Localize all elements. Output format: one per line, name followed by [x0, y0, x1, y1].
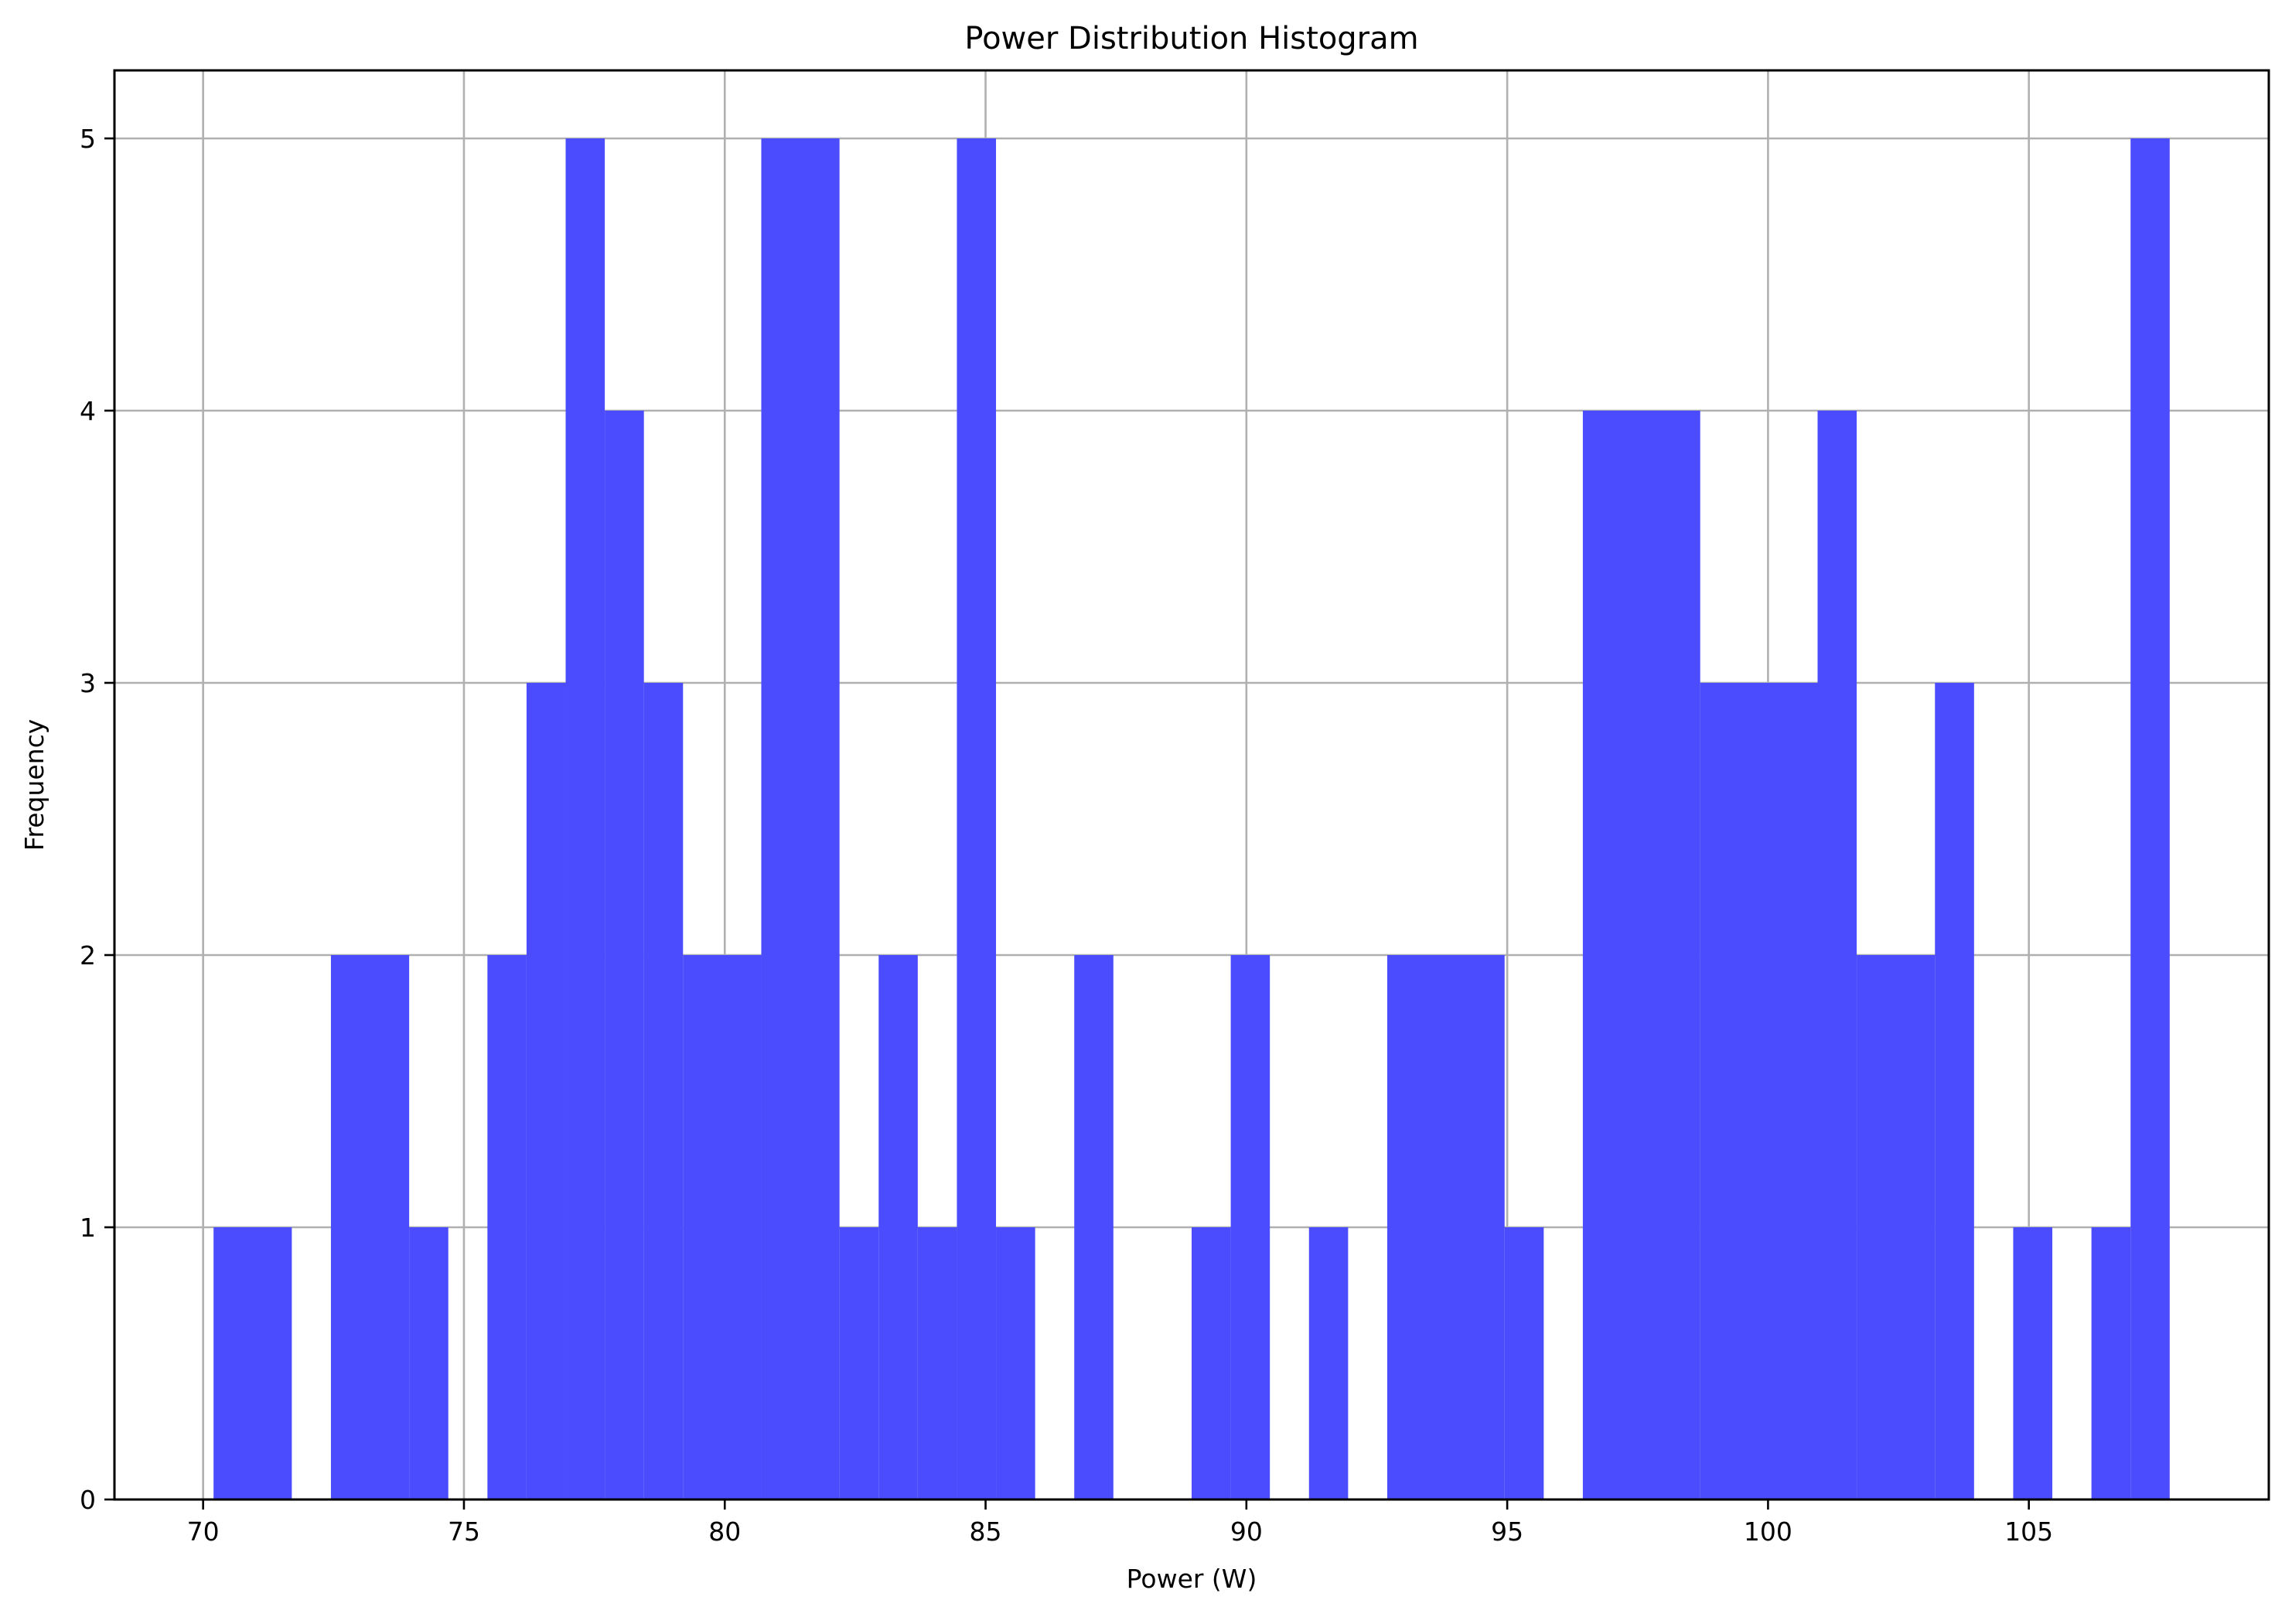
x-tick-label-95: 95: [1491, 1517, 1523, 1547]
y-tick-label-2: 2: [80, 940, 96, 971]
y-tick-label-4: 4: [80, 396, 96, 426]
histogram-bar-17: [1230, 955, 1270, 1499]
histogram-bar-6: [605, 411, 644, 1499]
histogram-bar-21: [1582, 411, 1700, 1499]
histogram-bar-8: [683, 955, 762, 1499]
histogram-bar-14: [996, 1227, 1035, 1499]
histogram-bar-1: [330, 955, 410, 1499]
x-tick-label-85: 85: [970, 1517, 1002, 1547]
histogram-bar-19: [1386, 955, 1505, 1499]
x-tick-label-80: 80: [708, 1517, 741, 1547]
histogram-bar-20: [1504, 1227, 1544, 1499]
histogram-bar-26: [2013, 1227, 2053, 1499]
histogram-bar-10: [839, 1227, 879, 1499]
x-tick-label-90: 90: [1230, 1517, 1263, 1547]
histogram-bar-28: [2130, 138, 2170, 1499]
histogram-bar-16: [1192, 1227, 1231, 1499]
y-tick-label-3: 3: [80, 668, 96, 698]
axes-frame: [113, 69, 2270, 1501]
histogram-bar-0: [213, 1227, 292, 1499]
histogram-bar-15: [1074, 955, 1114, 1499]
histogram-bars: [213, 138, 2170, 1499]
x-tick-label-105: 105: [2004, 1517, 2053, 1547]
y-tick-label-5: 5: [80, 124, 96, 154]
histogram-bar-12: [917, 1227, 957, 1499]
histogram-bar-13: [957, 138, 997, 1499]
histogram-bar-7: [643, 683, 684, 1499]
histogram-bar-22: [1700, 683, 1818, 1499]
histogram-bar-27: [2091, 1227, 2131, 1499]
x-axis-label: Power (W): [1127, 1564, 1257, 1594]
histogram-bar-24: [1857, 955, 1936, 1499]
axis-ticks: 70 75 80 85 90 95 100 105 0 1 2 3 4 5: [80, 124, 2053, 1547]
histogram-bar-9: [761, 138, 840, 1499]
y-tick-label-0: 0: [80, 1485, 96, 1515]
histogram-bar-4: [526, 683, 566, 1499]
x-tick-label-75: 75: [448, 1517, 480, 1547]
y-tick-label-1: 1: [80, 1213, 96, 1243]
histogram-bar-5: [565, 138, 605, 1499]
histogram-bar-2: [409, 1227, 449, 1499]
histogram-bar-3: [487, 955, 527, 1499]
histogram-bar-25: [1935, 683, 1974, 1499]
histogram-bar-11: [878, 955, 918, 1499]
histogram-bar-18: [1308, 1227, 1349, 1499]
histogram-bar-23: [1817, 411, 1857, 1499]
y-axis-label: Frequency: [19, 719, 49, 851]
x-tick-label-70: 70: [187, 1517, 220, 1547]
x-tick-label-100: 100: [1744, 1517, 1792, 1547]
chart-title: Power Distribution Histogram: [964, 21, 1418, 56]
